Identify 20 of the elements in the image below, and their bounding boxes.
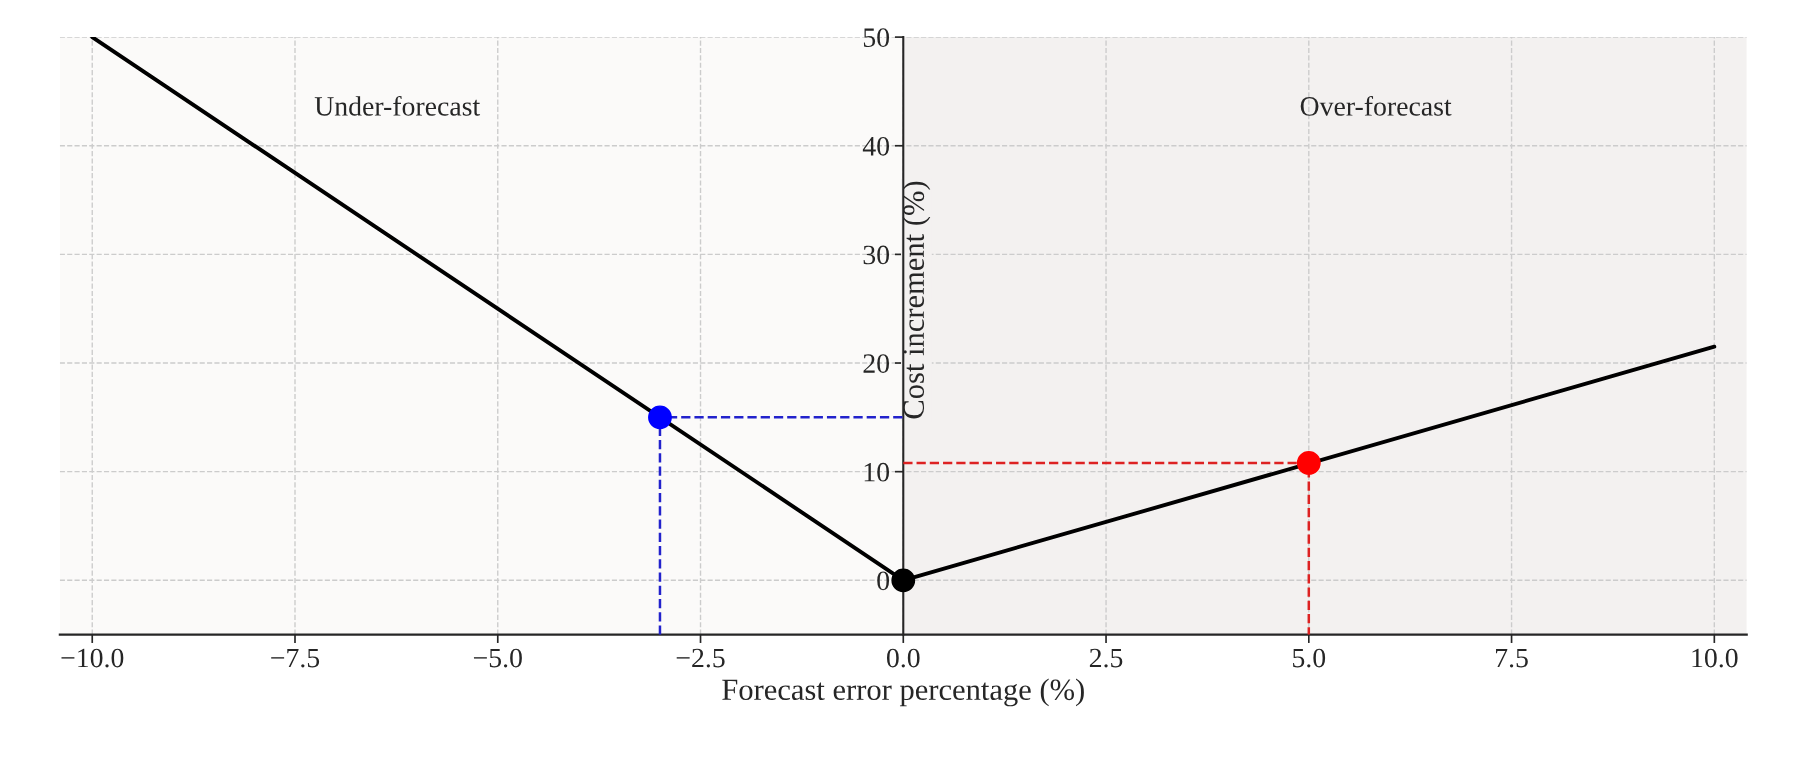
x-tick-label: 2.5 — [1089, 648, 1123, 668]
x-tick-label: 5.0 — [1293, 648, 1326, 668]
x-tick-label: 0.0 — [886, 648, 920, 668]
x-tick-label: 7.5 — [1496, 648, 1528, 668]
x-axis-title: Forecast error percentage (%) — [722, 678, 1084, 707]
x-tick-label: −5.0 — [473, 648, 522, 668]
y-tick-label: 0 — [877, 571, 890, 591]
x-tick-label: 10.0 — [1692, 648, 1738, 668]
annotation: Over-forecast — [1300, 95, 1452, 116]
x-tick-label: −2.5 — [676, 648, 725, 668]
y-tick-label: 30 — [863, 245, 890, 265]
y-tick-label: 50 — [863, 28, 890, 48]
point — [891, 568, 916, 593]
y-tick-label: 10 — [864, 462, 890, 482]
y-tick-label: 20 — [863, 354, 890, 373]
x-tick-label: −10.0 — [61, 648, 124, 668]
x-tick-label: −7.5 — [271, 648, 320, 668]
annotation: Under-forecast — [314, 95, 481, 116]
y-tick-label: 40 — [862, 136, 890, 156]
y-axis-title: Cost increment (%) — [902, 181, 931, 419]
